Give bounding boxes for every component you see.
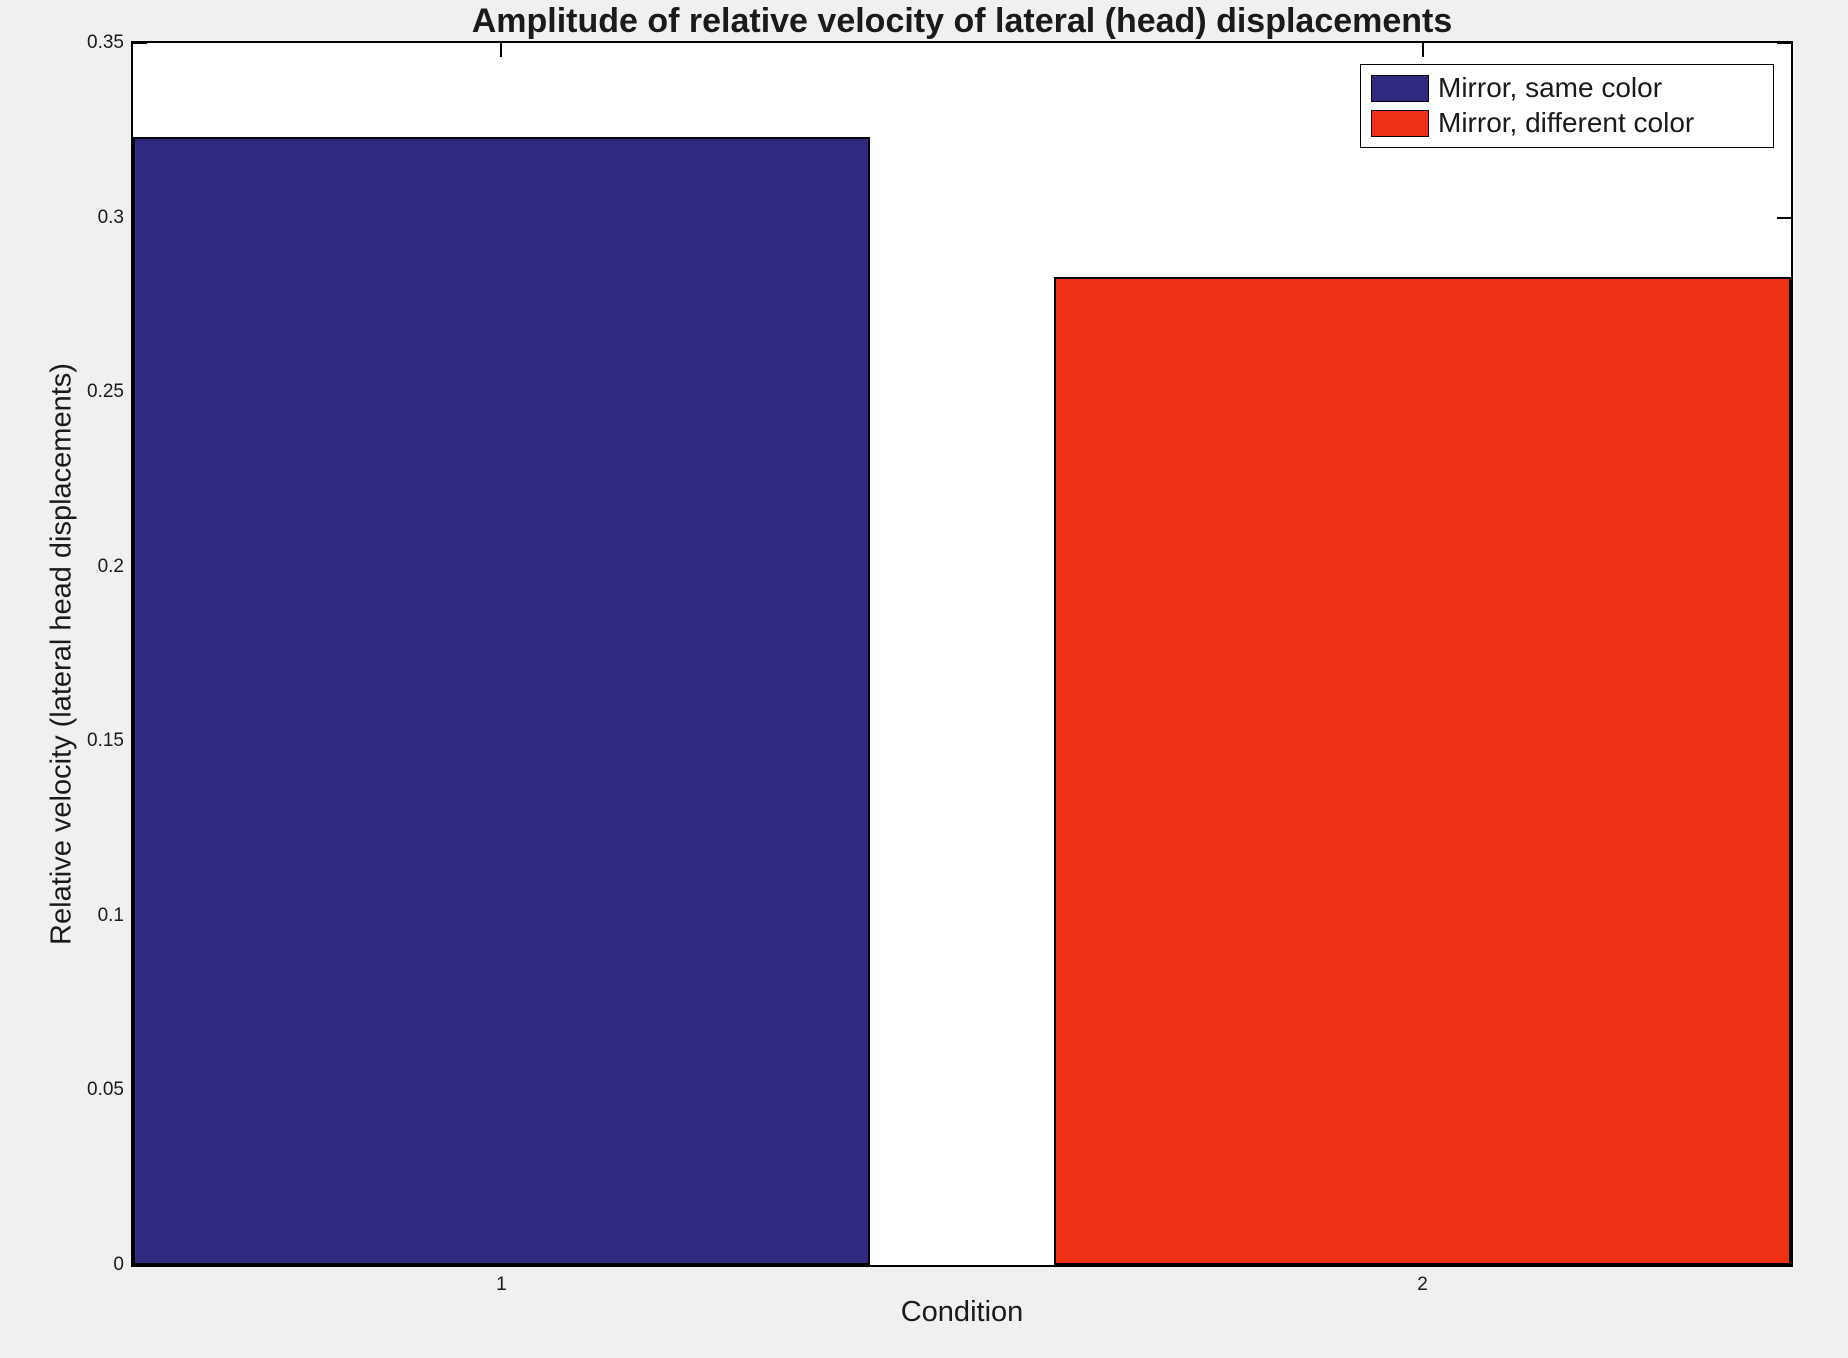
y-tick-label: 0.35 <box>87 32 124 53</box>
legend-label: Mirror, same color <box>1438 72 1663 104</box>
legend-label: Mirror, different color <box>1438 107 1695 139</box>
y-tick-label: 0.2 <box>97 555 124 577</box>
bar-2 <box>1054 276 1791 1265</box>
tick-mark <box>1421 43 1424 57</box>
tick-mark <box>1777 216 1791 219</box>
chart-title: Amplitude of relative velocity of latera… <box>471 2 1453 40</box>
tick-mark <box>1777 1264 1791 1266</box>
x-axis-label: Condition <box>900 1296 1024 1328</box>
legend-swatch <box>1371 109 1429 137</box>
plot-area: Mirror, same color Mirror, different colo… <box>131 41 1793 1267</box>
y-tick-label: 0.1 <box>97 904 124 926</box>
tick-mark <box>133 42 147 44</box>
bar-1 <box>133 137 870 1265</box>
y-tick-label: 0.05 <box>87 1079 124 1101</box>
y-tick-label: 0.3 <box>97 206 124 228</box>
y-tick-label: 0.25 <box>87 381 124 403</box>
tick-mark <box>133 1264 147 1266</box>
x-tick-label: 2 <box>1417 1274 1428 1295</box>
tick-mark <box>1777 42 1791 44</box>
y-tick-label: 0.15 <box>87 730 124 752</box>
legend-swatch <box>1371 75 1429 103</box>
legend-item: Mirror, same color <box>1371 72 1767 104</box>
tick-mark <box>500 43 503 57</box>
legend-item: Mirror, different color <box>1371 107 1767 139</box>
legend: Mirror, same color Mirror, different colo… <box>1360 64 1774 148</box>
y-tick-label: 0 <box>113 1254 124 1275</box>
y-axis-label: Relative velocity (lateral head displace… <box>45 363 78 945</box>
x-tick-label: 1 <box>496 1274 507 1295</box>
